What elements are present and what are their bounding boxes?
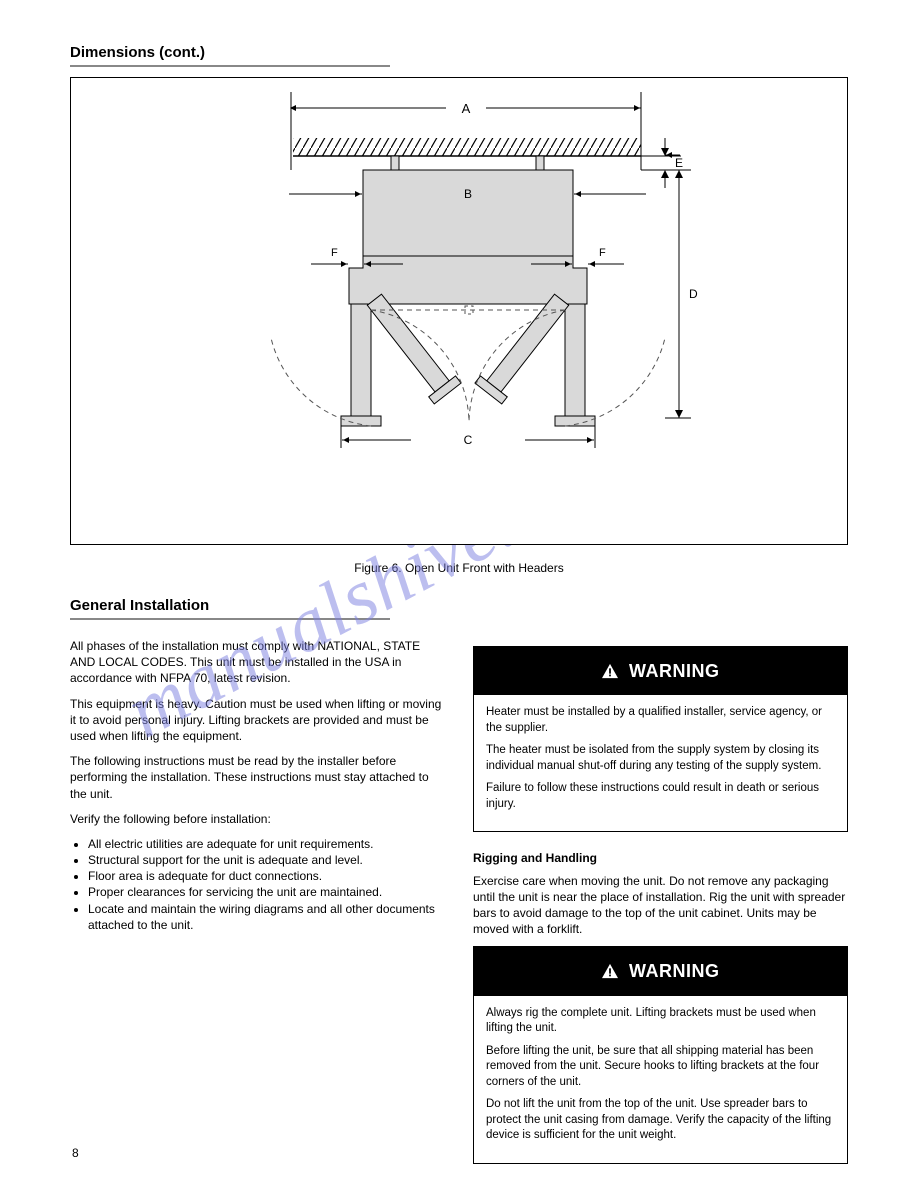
list-item: Floor area is adequate for duct connecti…	[88, 868, 445, 884]
para: All phases of the installation must comp…	[70, 638, 445, 687]
warning-icon	[601, 963, 619, 979]
warn-line: Always rig the complete unit. Lifting br…	[486, 1006, 835, 1037]
para: Verify the following before installation…	[70, 811, 445, 827]
warn-line: The heater must be isolated from the sup…	[486, 743, 835, 774]
content-columns: All phases of the installation must comp…	[70, 638, 848, 1182]
svg-text:C: C	[464, 433, 473, 447]
warning-body: Always rig the complete unit. Lifting br…	[474, 996, 847, 1163]
verify-list: All electric utilities are adequate for …	[70, 836, 445, 933]
warning-box-1: WARNING Heater must be installed by a qu…	[473, 646, 848, 832]
svg-text:D: D	[689, 287, 698, 301]
warning-heading-text: WARNING	[629, 961, 720, 981]
figure-caption: Figure 6. Open Unit Front with Headers	[70, 561, 848, 575]
list-item: Proper clearances for servicing the unit…	[88, 884, 445, 900]
dimensions-heading: Dimensions (cont.)	[70, 44, 390, 67]
warning-header: WARNING	[474, 647, 847, 695]
svg-text:B: B	[464, 187, 472, 201]
para: Exercise care when moving the unit. Do n…	[473, 873, 848, 938]
warning-body: Heater must be installed by a qualified …	[474, 695, 847, 831]
diagram-frame: A E B F F	[70, 77, 848, 545]
rigging-heading: Rigging and Handling	[473, 850, 848, 866]
right-column: WARNING Heater must be installed by a qu…	[473, 638, 848, 1182]
warning-heading-text: WARNING	[629, 661, 720, 681]
list-item: All electric utilities are adequate for …	[88, 836, 445, 852]
svg-text:F: F	[331, 247, 338, 259]
warning-header: WARNING	[474, 947, 847, 995]
warn-line: Failure to follow these instructions cou…	[486, 781, 835, 812]
warn-line: Heater must be installed by a qualified …	[486, 705, 835, 736]
install-heading: General Installation	[70, 597, 390, 620]
dimensions-diagram: A E B F F	[71, 78, 847, 498]
svg-text:A: A	[462, 101, 471, 116]
page-number: 8	[72, 1146, 79, 1160]
left-column: All phases of the installation must comp…	[70, 638, 445, 1182]
list-item: Structural support for the unit is adequ…	[88, 852, 445, 868]
warn-line: Before lifting the unit, be sure that al…	[486, 1044, 835, 1091]
svg-text:E: E	[675, 156, 683, 170]
list-item: Locate and maintain the wiring diagrams …	[88, 901, 445, 933]
para: This equipment is heavy. Caution must be…	[70, 696, 445, 745]
svg-text:F: F	[599, 247, 606, 259]
warn-line: Do not lift the unit from the top of the…	[486, 1097, 835, 1144]
para: The following instructions must be read …	[70, 753, 445, 802]
warning-box-2: WARNING Always rig the complete unit. Li…	[473, 946, 848, 1163]
warning-icon	[601, 663, 619, 679]
